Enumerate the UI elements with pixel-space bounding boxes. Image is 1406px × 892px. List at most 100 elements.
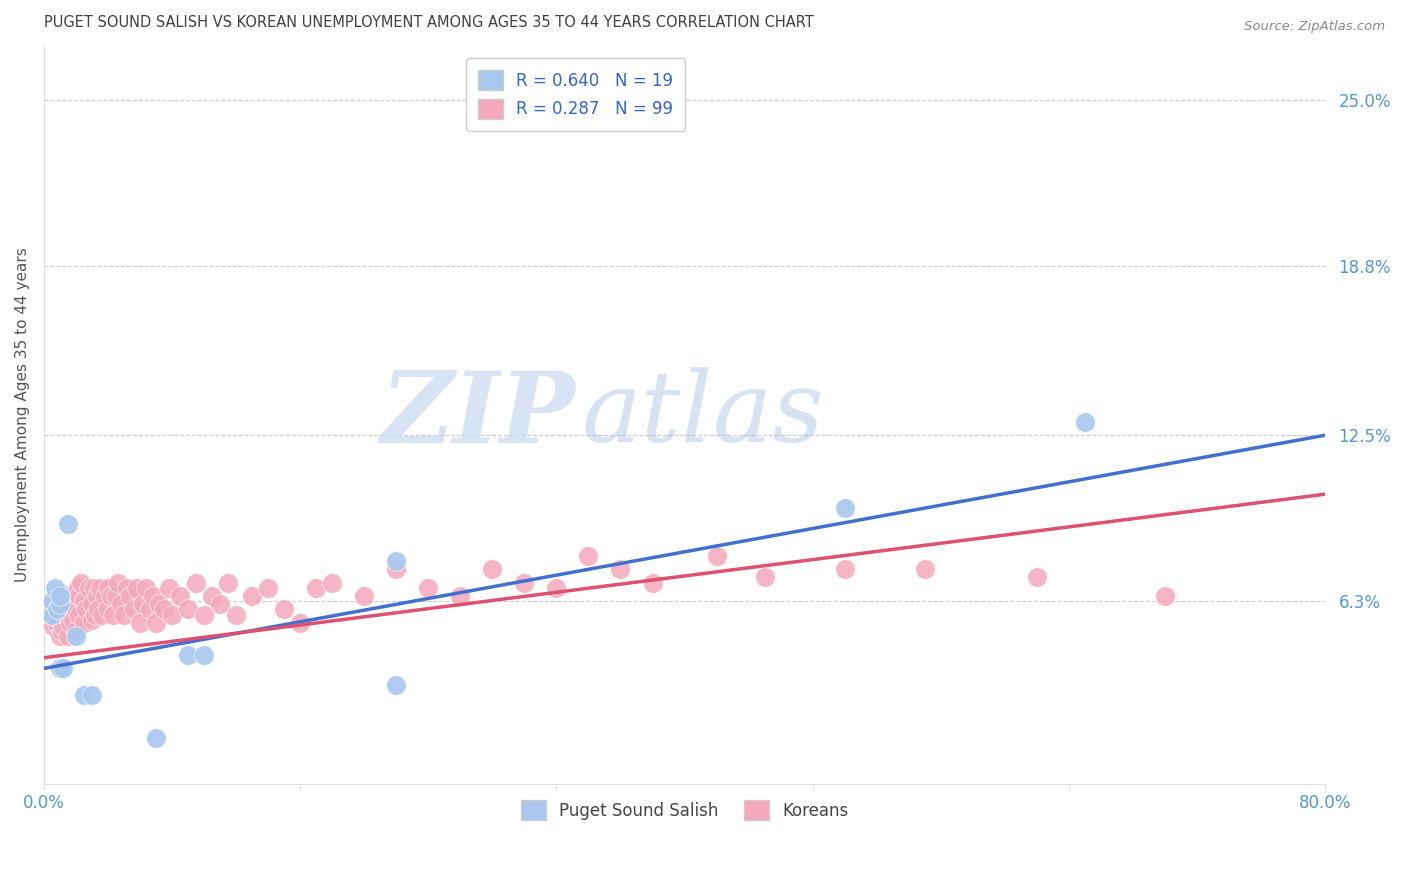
Point <box>38 602 60 616</box>
Point <box>754 570 776 584</box>
Point <box>55 597 77 611</box>
Point <box>257 581 280 595</box>
Point <box>157 581 180 595</box>
Point <box>153 602 176 616</box>
Point <box>125 581 148 595</box>
Point <box>73 688 96 702</box>
Point <box>706 549 728 563</box>
Point <box>385 677 408 691</box>
Point <box>42 618 65 632</box>
Y-axis label: Unemployment Among Ages 35 to 44 years: Unemployment Among Ages 35 to 44 years <box>15 248 30 582</box>
Point <box>58 615 80 630</box>
Point <box>62 589 84 603</box>
Point <box>86 589 108 603</box>
Point <box>67 589 90 603</box>
Point <box>94 589 117 603</box>
Text: atlas: atlas <box>582 368 825 463</box>
Point <box>160 607 183 622</box>
Point <box>51 624 73 638</box>
Point <box>1025 570 1047 584</box>
Point <box>65 624 87 638</box>
Point <box>65 602 87 616</box>
Text: Source: ZipAtlas.com: Source: ZipAtlas.com <box>1244 20 1385 33</box>
Point <box>49 629 72 643</box>
Text: ZIP: ZIP <box>381 367 575 463</box>
Point <box>177 602 200 616</box>
Point <box>201 589 224 603</box>
Point <box>101 607 124 622</box>
Point <box>385 554 408 568</box>
Point <box>67 607 90 622</box>
Point <box>65 629 87 643</box>
Point <box>122 602 145 616</box>
Point <box>193 648 215 662</box>
Point <box>112 607 135 622</box>
Point <box>80 597 103 611</box>
Point <box>104 589 127 603</box>
Point <box>305 581 328 595</box>
Point <box>240 589 263 603</box>
Point <box>481 562 503 576</box>
Point <box>546 581 568 595</box>
Point <box>288 615 311 630</box>
Point <box>49 586 72 600</box>
Text: PUGET SOUND SALISH VS KOREAN UNEMPLOYMENT AMONG AGES 35 TO 44 YEARS CORRELATION : PUGET SOUND SALISH VS KOREAN UNEMPLOYMEN… <box>44 15 814 30</box>
Point <box>49 589 72 603</box>
Point <box>66 581 89 595</box>
Point <box>169 589 191 603</box>
Point <box>49 597 72 611</box>
Point <box>1154 589 1177 603</box>
Point <box>46 610 69 624</box>
Point <box>129 615 152 630</box>
Point <box>41 613 63 627</box>
Point <box>52 618 75 632</box>
Point <box>145 731 167 746</box>
Point <box>52 599 75 614</box>
Point <box>145 615 167 630</box>
Point <box>100 589 122 603</box>
Point <box>148 597 170 611</box>
Point <box>138 602 160 616</box>
Point <box>449 589 471 603</box>
Point <box>110 597 132 611</box>
Point <box>353 589 375 603</box>
Point <box>46 589 69 603</box>
Point <box>89 581 111 595</box>
Point <box>273 602 295 616</box>
Point <box>97 602 120 616</box>
Point <box>578 549 600 563</box>
Point <box>41 594 63 608</box>
Point <box>87 602 110 616</box>
Point <box>115 581 138 595</box>
Point <box>641 575 664 590</box>
Point <box>132 597 155 611</box>
Point <box>90 607 112 622</box>
Point <box>914 562 936 576</box>
Point <box>184 575 207 590</box>
Point <box>56 516 79 531</box>
Point <box>52 661 75 675</box>
Point <box>142 589 165 603</box>
Point <box>45 599 67 614</box>
Point <box>49 613 72 627</box>
Point <box>135 581 157 595</box>
Point <box>77 581 100 595</box>
Point <box>44 607 66 622</box>
Point <box>56 629 79 643</box>
Point <box>49 661 72 675</box>
Point <box>107 575 129 590</box>
Point <box>83 581 105 595</box>
Point <box>45 615 67 630</box>
Point <box>73 615 96 630</box>
Point <box>225 607 247 622</box>
Point <box>321 575 343 590</box>
Point <box>44 581 66 595</box>
Point <box>513 575 536 590</box>
Point <box>97 581 120 595</box>
Point <box>60 597 83 611</box>
Point <box>53 607 76 622</box>
Point <box>51 602 73 616</box>
Point <box>45 602 67 616</box>
Point <box>217 575 239 590</box>
Point <box>56 607 79 622</box>
